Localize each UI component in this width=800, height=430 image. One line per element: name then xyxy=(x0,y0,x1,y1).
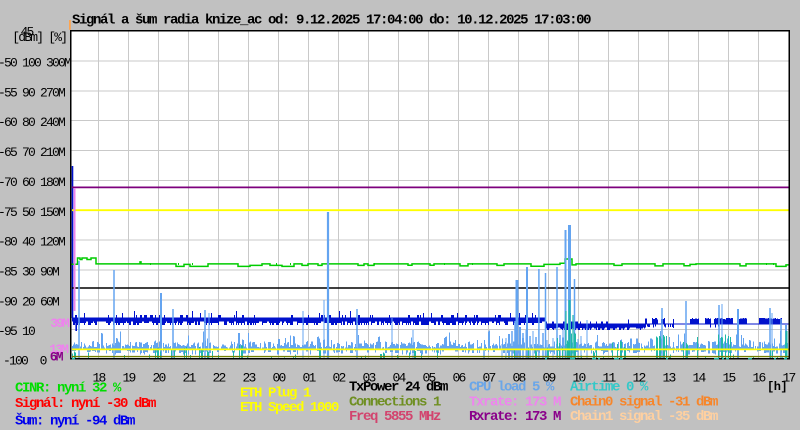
svg-text:ETH Plug 1: ETH Plug 1 xyxy=(240,385,311,401)
svg-text:10: 10 xyxy=(573,370,586,385)
svg-text:12: 12 xyxy=(633,370,646,385)
svg-text:00: 00 xyxy=(273,370,286,385)
svg-text:02: 02 xyxy=(333,370,346,385)
svg-text:-55 90 270M: -55 90 270M xyxy=(0,85,65,100)
svg-text:-65 70 210M: -65 70 210M xyxy=(0,145,65,160)
svg-text:05: 05 xyxy=(423,370,436,385)
svg-text:04: 04 xyxy=(393,370,407,385)
svg-text:TxPower 24 dBm: TxPower 24 dBm xyxy=(349,380,448,396)
svg-text:-70 60 180M: -70 60 180M xyxy=(0,175,65,190)
svg-text:-85 30 90M: -85 30 90M xyxy=(0,264,59,279)
svg-text:18: 18 xyxy=(93,370,106,385)
svg-text:Freq 5855 MHz: Freq 5855 MHz xyxy=(349,409,441,425)
svg-text:11: 11 xyxy=(603,370,617,385)
svg-text:Šum: nyní -94 dBm: Šum: nyní -94 dBm xyxy=(15,412,135,430)
svg-text:Rxrate: 173 M: Rxrate: 173 M xyxy=(469,409,561,425)
svg-text:17: 17 xyxy=(783,370,796,385)
svg-text:Chain0 signal -31 dBm: Chain0 signal -31 dBm xyxy=(570,394,718,410)
svg-text:14: 14 xyxy=(693,370,707,385)
svg-text:-60 80 240M: -60 80 240M xyxy=(0,115,65,130)
svg-text:06: 06 xyxy=(453,370,466,385)
svg-text:Airtime 0 %: Airtime 0 % xyxy=(570,380,649,396)
svg-text:23: 23 xyxy=(243,370,256,385)
svg-text:-50 100 300M: -50 100 300M xyxy=(0,56,71,71)
svg-text:20: 20 xyxy=(153,370,166,385)
svg-text:Signál a šum radia knize_ac od: Signál a šum radia knize_ac od: 9.12.202… xyxy=(72,13,591,29)
svg-text:Txrate: 173 M: Txrate: 173 M xyxy=(469,394,561,410)
svg-text:-75 50 150M: -75 50 150M xyxy=(0,205,65,220)
svg-text:Connections 1: Connections 1 xyxy=(349,394,441,410)
svg-text:09: 09 xyxy=(543,370,556,385)
svg-text:6M: 6M xyxy=(50,350,64,365)
svg-text:-100: -100 xyxy=(3,354,28,369)
svg-text:45: 45 xyxy=(21,25,34,40)
svg-text:-80 40 120M: -80 40 120M xyxy=(0,235,65,250)
svg-text:Chain1 signal -35 dBm: Chain1 signal -35 dBm xyxy=(570,409,718,425)
svg-text:22: 22 xyxy=(213,370,226,385)
svg-text:15: 15 xyxy=(723,370,736,385)
svg-text:0: 0 xyxy=(40,354,47,369)
svg-text:19: 19 xyxy=(123,370,136,385)
svg-text:ETH Speed 1000: ETH Speed 1000 xyxy=(240,400,339,416)
svg-text:-95 10: -95 10 xyxy=(0,324,35,339)
svg-text:CINR: nyní 32 %: CINR: nyní 32 % xyxy=(15,381,122,397)
svg-text:08: 08 xyxy=(513,370,526,385)
svg-text:Signál: nyní -30 dBm: Signál: nyní -30 dBm xyxy=(15,396,156,412)
svg-text:CPU load 5 %: CPU load 5 % xyxy=(469,380,555,396)
svg-text:39M: 39M xyxy=(50,316,70,331)
svg-text:01: 01 xyxy=(303,370,317,385)
svg-text:13: 13 xyxy=(663,370,676,385)
svg-text:13M: 13M xyxy=(49,342,69,357)
svg-text:21: 21 xyxy=(183,370,197,385)
svg-text:07: 07 xyxy=(483,370,496,385)
svg-text:03: 03 xyxy=(363,370,376,385)
svg-text:-90 20 60M: -90 20 60M xyxy=(0,294,59,309)
svg-text:[dBm] [%]: [dBm] [%] xyxy=(12,30,66,45)
svg-text:16: 16 xyxy=(753,370,766,385)
svg-text:[h]: [h] xyxy=(767,380,787,394)
